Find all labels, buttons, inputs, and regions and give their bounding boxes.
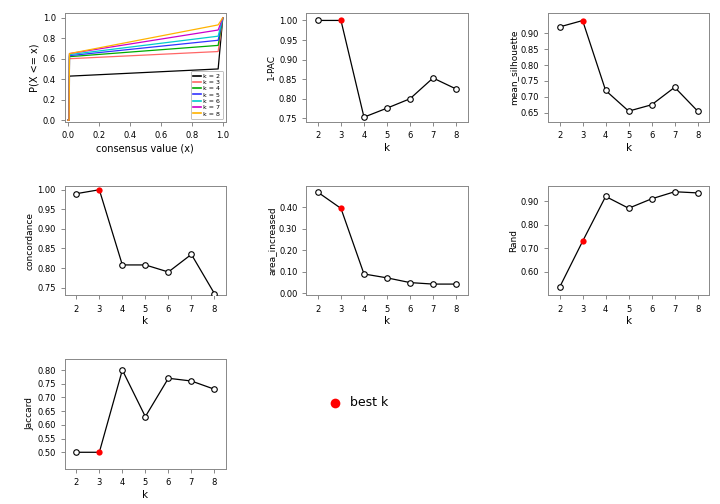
Y-axis label: Rand: Rand [509, 229, 518, 252]
X-axis label: k: k [626, 317, 631, 326]
Y-axis label: concordance: concordance [25, 212, 35, 270]
X-axis label: k: k [143, 317, 148, 326]
Y-axis label: mean_silhouette: mean_silhouette [509, 30, 518, 105]
X-axis label: k: k [143, 489, 148, 499]
X-axis label: consensus value (x): consensus value (x) [96, 143, 194, 153]
X-axis label: k: k [626, 143, 631, 153]
Text: best k: best k [350, 397, 388, 409]
X-axis label: k: k [384, 317, 390, 326]
Y-axis label: area_increased: area_increased [267, 206, 276, 275]
X-axis label: k: k [384, 143, 390, 153]
Legend: k = 2, k = 3, k = 4, k = 5, k = 6, k = 7, k = 8: k = 2, k = 3, k = 4, k = 5, k = 6, k = 7… [191, 71, 222, 119]
Y-axis label: 1-PAC: 1-PAC [267, 54, 276, 81]
Y-axis label: P(X <= x): P(X <= x) [30, 43, 40, 92]
Y-axis label: Jaccard: Jaccard [25, 397, 35, 430]
